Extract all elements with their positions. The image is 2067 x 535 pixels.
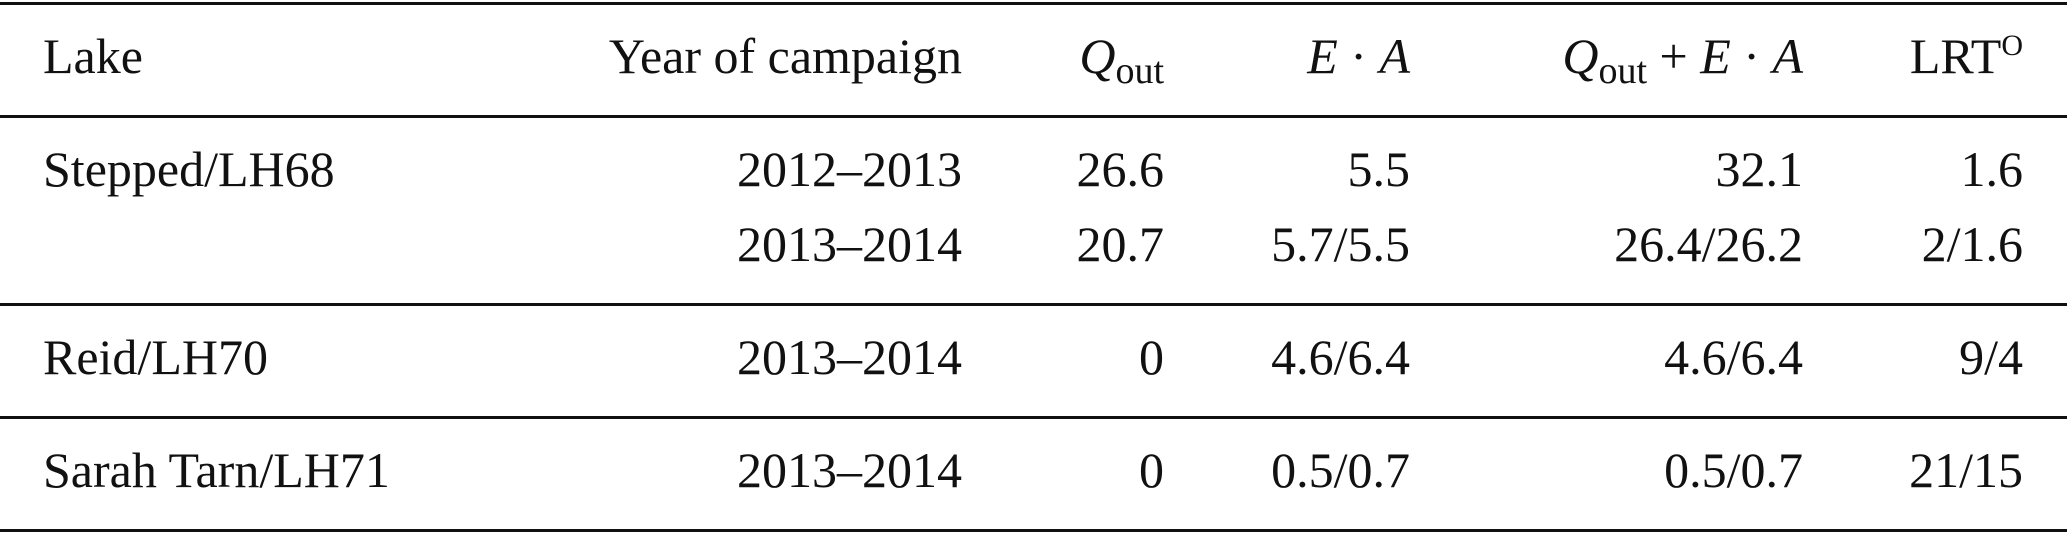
header-subscript: out: [1115, 50, 1164, 92]
table-cell: 32.1: [1715, 141, 1804, 197]
table-cell: 2013–2014: [737, 329, 962, 385]
table-cell: 0: [1139, 442, 1164, 498]
lake-name: Stepped/LH68: [43, 141, 335, 197]
group-rule: [0, 416, 2067, 419]
table-cell: 2013–2014: [737, 442, 962, 498]
table-cell: 0.5/0.7: [1664, 442, 1803, 498]
header-text: ·: [1730, 28, 1773, 84]
table-cell: 4.6/6.4: [1271, 329, 1410, 385]
table-cell: 21/15: [1909, 442, 2023, 498]
header-text: LRT: [1909, 28, 2002, 84]
table-cell: 26.4/26.2: [1614, 216, 1803, 272]
table-cell: 4.6/6.4: [1664, 329, 1803, 385]
header-superscript: O: [2001, 29, 2023, 62]
table-cell: 2/1.6: [1921, 216, 2023, 272]
table-cell: 2013–2014: [737, 216, 962, 272]
header-text: A: [1379, 28, 1410, 84]
table-cell: 9/4: [1959, 329, 2023, 385]
header-text: Year of campaign: [608, 28, 962, 84]
table-cell: 0.5/0.7: [1271, 442, 1410, 498]
header-cell: Lake: [43, 31, 143, 81]
table-cell: 2012–2013: [737, 141, 962, 197]
header-text: Lake: [43, 28, 143, 84]
table-cell: 5.7/5.5: [1271, 216, 1410, 272]
header-text: +: [1647, 28, 1701, 84]
header-cell: E · A: [1307, 31, 1410, 81]
table-cell: 26.6: [1076, 141, 1165, 197]
header-text: A: [1772, 28, 1803, 84]
lake-name: Reid/LH70: [43, 329, 268, 385]
header-cell: Qout + E · A: [1562, 28, 1803, 90]
group-rule: [0, 303, 2067, 306]
bottom-rule: [0, 529, 2067, 532]
top-rule: [0, 2, 2067, 5]
header-text: Q: [1562, 28, 1599, 84]
header-rule: [0, 115, 2067, 118]
header-subscript: out: [1598, 50, 1648, 92]
header-text: ·: [1337, 28, 1380, 84]
header-text: E: [1307, 28, 1338, 84]
table-cell: 20.7: [1076, 216, 1165, 272]
header-cell: Qout: [1079, 28, 1164, 90]
header-text: E: [1700, 28, 1731, 84]
table-cell: 0: [1139, 329, 1164, 385]
table-cell: 5.5: [1347, 141, 1411, 197]
header-cell: LRTO: [1909, 28, 2023, 84]
header-cell: Year of campaign: [609, 31, 962, 81]
lake-name: Sarah Tarn/LH71: [43, 442, 390, 498]
table-cell: 1.6: [1960, 141, 2024, 197]
header-text: Q: [1079, 28, 1116, 84]
